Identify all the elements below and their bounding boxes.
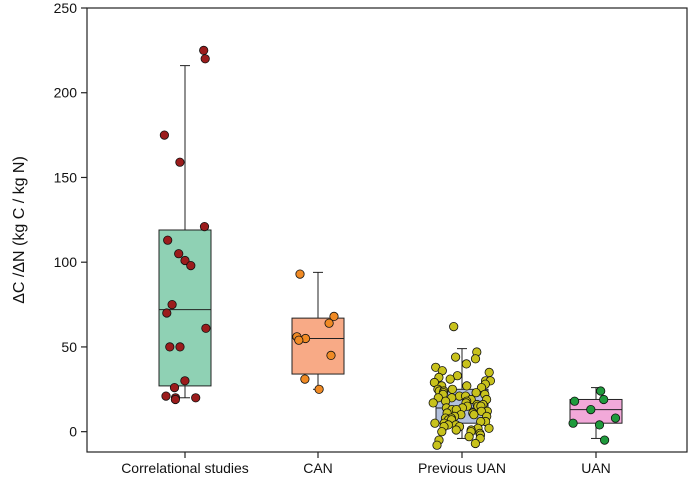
data-point (186, 260, 196, 271)
data-point (594, 420, 605, 430)
data-point (599, 394, 609, 405)
data-point (175, 157, 185, 167)
data-point (599, 435, 610, 445)
x-tick-label: Correlational studies (121, 460, 249, 476)
data-point (167, 299, 177, 310)
data-point (324, 318, 334, 328)
box (158, 229, 212, 387)
data-point (586, 404, 596, 415)
data-point (462, 381, 472, 391)
data-point (191, 393, 201, 403)
data-point (161, 391, 171, 401)
y-tick-label: 150 (54, 169, 78, 185)
data-point (201, 323, 211, 333)
data-point (610, 413, 621, 423)
data-point (175, 342, 185, 352)
data-point (430, 418, 440, 428)
data-point (437, 427, 447, 437)
data-point (295, 269, 305, 279)
y-tick-label: 50 (61, 339, 77, 355)
data-point (484, 423, 494, 433)
box-group (569, 387, 623, 439)
y-tick-label: 0 (69, 424, 77, 440)
data-point (314, 384, 324, 394)
plot-frame (86, 7, 688, 453)
x-tick-label: Previous UAN (418, 460, 506, 476)
data-point (300, 374, 310, 384)
y-tick-label: 200 (54, 85, 78, 101)
data-point (180, 255, 190, 266)
data-point (329, 311, 339, 321)
box (291, 317, 345, 375)
data-point (449, 321, 459, 332)
data-point (200, 54, 210, 64)
data-point (596, 386, 606, 396)
x-tick-label: CAN (303, 460, 333, 476)
data-point (199, 222, 210, 232)
data-point (169, 382, 180, 393)
data-point (470, 354, 481, 364)
data-point (428, 398, 438, 408)
data-point (294, 335, 304, 345)
data-point (445, 374, 455, 384)
data-point (484, 367, 494, 377)
y-tick-label: 250 (54, 0, 78, 16)
data-point (432, 440, 442, 450)
data-point (450, 352, 461, 362)
data-point (174, 249, 184, 259)
box-groups (158, 65, 623, 439)
data-point (470, 438, 480, 449)
y-tick-label: 100 (54, 254, 78, 270)
data-point (199, 45, 209, 56)
x-axis: Correlational studies CAN Previous UAN UAN (121, 452, 611, 476)
data-point (170, 394, 180, 405)
data-point (461, 359, 471, 369)
data-point (451, 425, 461, 435)
data-point (469, 410, 479, 420)
data-point (326, 350, 336, 360)
box-group (291, 271, 345, 390)
data-point (447, 384, 457, 394)
y-axis-label: ΔC /ΔN (kg C / kg N) (11, 156, 28, 304)
data-point (159, 130, 169, 140)
data-point (163, 235, 173, 245)
data-point (165, 342, 175, 352)
data-point (569, 396, 580, 406)
data-point (471, 388, 481, 398)
y-axis: 0 50 100 150 200 250 (54, 0, 87, 440)
data-points (159, 45, 621, 450)
data-point (568, 418, 578, 428)
data-point (180, 376, 190, 386)
data-point (464, 432, 474, 442)
data-point (162, 308, 172, 318)
x-tick-label: UAN (581, 460, 611, 476)
